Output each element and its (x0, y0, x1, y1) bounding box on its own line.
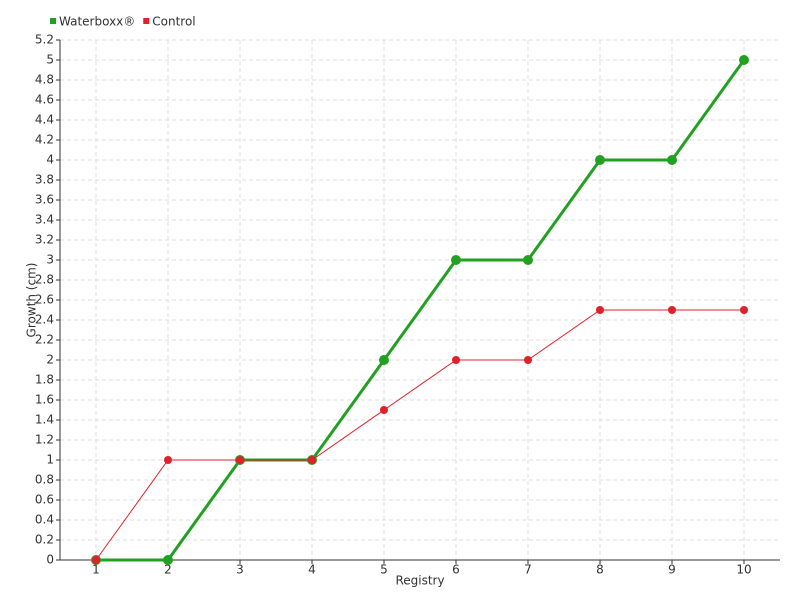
legend-label: Waterboxx® (59, 15, 135, 29)
x-tick-label: 9 (668, 563, 676, 577)
legend-swatch (143, 18, 150, 24)
y-tick-label: 2 (46, 353, 54, 367)
data-point (379, 355, 389, 365)
y-tick-label: 2.8 (35, 273, 54, 287)
x-tick-label: 8 (596, 563, 604, 577)
y-tick-label: 5 (46, 53, 54, 67)
y-tick-label: 0.6 (35, 493, 54, 507)
data-point (595, 155, 605, 165)
data-point (739, 55, 749, 65)
y-tick-label: 1.4 (35, 413, 54, 427)
y-tick-label: 4.2 (35, 133, 54, 147)
y-tick-label: 1.2 (35, 433, 54, 447)
x-tick-label: 6 (452, 563, 460, 577)
data-point (308, 456, 316, 464)
x-tick-label: 2 (164, 563, 172, 577)
y-tick-label: 1 (46, 453, 54, 467)
x-tick-label: 4 (308, 563, 316, 577)
x-tick-label: 7 (524, 563, 532, 577)
data-point (163, 555, 173, 565)
y-tick-label: 3 (46, 253, 54, 267)
x-tick-label: 3 (236, 563, 244, 577)
y-tick-label: 5.2 (35, 33, 54, 47)
y-tick-label: 0 (46, 553, 54, 567)
y-tick-label: 4.8 (35, 73, 54, 87)
x-tick-label: 10 (736, 563, 751, 577)
x-tick-label: 5 (380, 563, 388, 577)
y-tick-label: 0.2 (35, 533, 54, 547)
y-tick-label: 0.8 (35, 473, 54, 487)
y-tick-label: 0.4 (35, 513, 54, 527)
data-point (524, 356, 532, 364)
series-line (96, 59, 746, 562)
y-tick-label: 4 (46, 153, 54, 167)
y-tick-label: 4.6 (35, 93, 54, 107)
data-point (164, 456, 172, 464)
data-point (668, 306, 676, 314)
y-tick-label: 4.4 (35, 113, 54, 127)
data-point (92, 556, 100, 564)
data-point (452, 356, 460, 364)
y-tick-label: 3.6 (35, 193, 54, 207)
x-tick-label: 1 (92, 563, 100, 577)
y-tick-label: 1.6 (35, 393, 54, 407)
data-point (596, 306, 604, 314)
y-tick-label: 1.8 (35, 373, 54, 387)
x-axis-label: Registry (395, 574, 444, 588)
y-tick-label: 3.2 (35, 233, 54, 247)
y-tick-label: 3.4 (35, 213, 54, 227)
data-point (667, 155, 677, 165)
y-tick-label: 2.4 (35, 313, 54, 327)
y-axis-label: Growth (cm) (25, 263, 39, 338)
series-line (95, 309, 744, 561)
y-tick-label: 3.8 (35, 173, 54, 187)
data-point (236, 456, 244, 464)
data-point (523, 255, 533, 265)
legend-swatch (50, 18, 56, 24)
legend-label: Control (152, 15, 195, 29)
y-tick-label: 2.2 (35, 333, 54, 347)
data-point (380, 406, 388, 414)
data-point (451, 255, 461, 265)
y-tick-label: 2.6 (35, 293, 54, 307)
data-point (740, 306, 748, 314)
